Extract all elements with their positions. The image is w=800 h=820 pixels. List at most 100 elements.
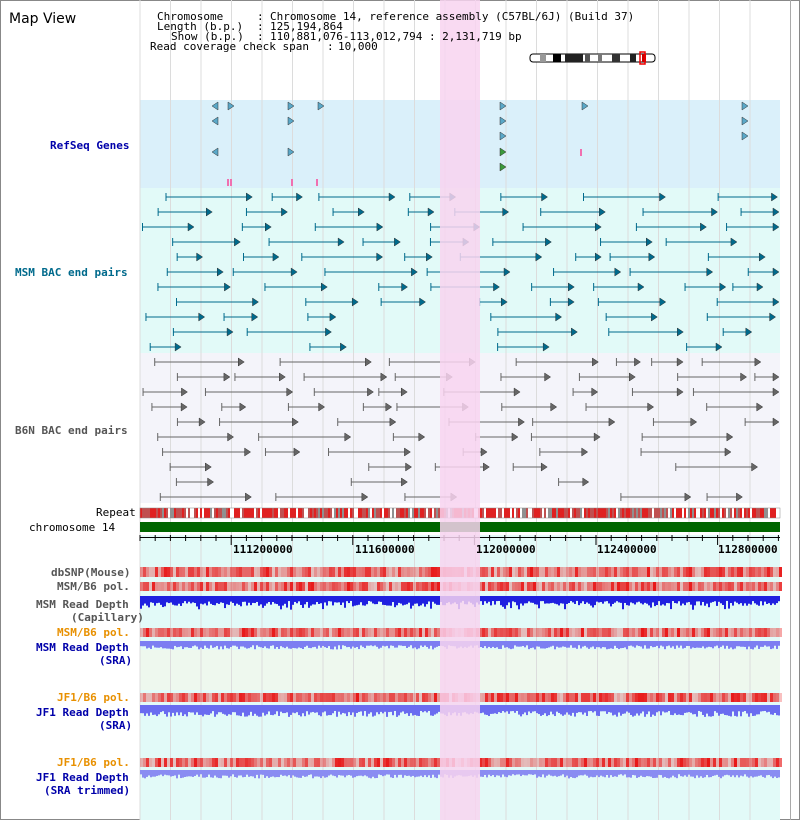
msm-capillary-depth-bar <box>666 596 668 604</box>
jf1-sra-depth-bar <box>562 705 564 716</box>
jf1-sra-depth-bar <box>186 705 188 717</box>
jf1-sra-depth-bar <box>682 705 684 716</box>
jf1-trimmed-depth-bar <box>762 770 764 777</box>
jf1-b6-pol-2-heat-cell <box>170 758 173 767</box>
repeat-block <box>210 508 212 518</box>
jf1-sra-depth-bar <box>348 705 350 713</box>
msm-bac-arrow <box>648 252 656 262</box>
track-label-chromosome[interactable]: chromosome 14 <box>29 521 116 534</box>
track-label-msm-depth-cap[interactable]: MSM Read Depth <box>36 598 129 611</box>
msm-sra-depth-bar <box>484 641 486 647</box>
msm-b6-pol-heat-cell <box>776 582 779 591</box>
msm-b6-pol-2-heat-cell <box>695 628 698 637</box>
jf1-sra-depth-bar <box>686 705 688 713</box>
track-label-msm-depth-sra[interactable]: MSM Read Depth <box>36 641 129 654</box>
track-label-refseq[interactable]: RefSeq Genes <box>50 139 130 152</box>
msm-capillary-depth-bar <box>482 596 484 605</box>
msm-capillary-depth-bar <box>694 596 696 606</box>
jf1-trimmed-depth-bar <box>312 770 314 779</box>
msm-sra-depth-bar <box>618 641 620 650</box>
jf1-b6-pol-2-heat-cell <box>329 758 332 767</box>
msm-b6-pol-2-heat-cell <box>284 628 287 637</box>
repeat-block <box>482 508 484 518</box>
track-label-jf1-depth-trim[interactable]: JF1 Read Depth <box>36 771 129 784</box>
jf1-sra-depth-bar <box>762 705 764 712</box>
repeat-block <box>270 508 272 518</box>
repeat-block <box>650 508 652 518</box>
msm-sra-depth-bar <box>634 641 636 648</box>
jf1-sra-depth-bar <box>422 705 424 713</box>
jf1-b6-pol-2-heat-cell <box>314 758 317 767</box>
msm-b6-pol-heat-cell <box>641 582 644 591</box>
msm-sra-depth-bar <box>524 641 526 648</box>
dbsnp-heat-cell <box>296 567 299 577</box>
repeat-block <box>516 508 518 518</box>
jf1-trimmed-depth-bar <box>190 770 192 777</box>
track-label-jf1-b6-pol-1[interactable]: JF1/B6 pol. <box>57 691 130 704</box>
msm-sra-depth-bar <box>576 641 578 649</box>
dbsnp-heat-cell <box>764 567 767 577</box>
msm-capillary-depth-bar <box>644 596 646 603</box>
dbsnp-heat-cell <box>416 567 419 577</box>
msm-sra-depth-bar <box>314 641 316 647</box>
dbsnp-heat-cell <box>311 567 314 577</box>
dbsnp-heat-cell <box>710 567 713 577</box>
jf1-b6-pol-2-heat-cell <box>248 758 251 767</box>
track-label-msm-b6-pol-1[interactable]: MSM/B6 pol. <box>57 580 130 593</box>
jf1-b6-pol-heat-cell <box>716 693 719 702</box>
msm-b6-pol-2-heat-cell <box>665 628 668 637</box>
b6n-bac-arrow <box>511 432 519 442</box>
msm-bac-arrow <box>594 222 602 232</box>
jf1-b6-pol-heat-cell <box>341 693 344 702</box>
jf1-sra-depth-bar <box>600 705 602 712</box>
track-label-dbsnp[interactable]: dbSNP(Mouse) <box>51 566 131 579</box>
dbsnp-heat-cell <box>194 567 197 577</box>
dbsnp-heat-cell <box>329 567 332 577</box>
track-label-msm-b6-pol-2[interactable]: MSM/B6 pol. <box>57 626 130 639</box>
msm-sra-depth-bar <box>288 641 290 649</box>
repeat-block <box>660 508 662 518</box>
msm-b6-pol-2-heat-cell <box>224 628 227 637</box>
jf1-trimmed-depth-bar <box>380 770 382 776</box>
track-label-jf1-depth-sra[interactable]: JF1 Read Depth <box>36 706 129 719</box>
msm-b6-pol-heat-cell <box>605 582 608 591</box>
jf1-trimmed-depth-bar <box>502 770 504 775</box>
b6n-bac-arrow <box>690 417 698 427</box>
jf1-b6-pol-2-heat-cell <box>434 758 437 767</box>
msm-capillary-depth-bar <box>556 596 558 605</box>
track-label-msm-bac[interactable]: MSM BAC end pairs <box>15 266 128 279</box>
repeat-block <box>528 508 530 518</box>
msm-capillary-depth-bar <box>342 596 344 603</box>
msm-b6-pol-heat-cell <box>146 582 149 591</box>
jf1-trimmed-depth-bar <box>758 770 760 776</box>
track-label-b6n-bac[interactable]: B6N BAC end pairs <box>15 424 128 437</box>
msm-sra-depth-bar <box>230 641 232 647</box>
msm-capillary-depth-bar <box>772 596 774 604</box>
jf1-trimmed-depth-bar <box>718 770 720 777</box>
jf1-sra-depth-bar <box>708 705 710 717</box>
jf1-sra-depth-bar <box>674 705 676 714</box>
msm-b6-pol-heat-cell <box>179 582 182 591</box>
jf1-b6-pol-2-heat-cell <box>659 758 662 767</box>
jf1-sra-depth-bar <box>178 705 180 716</box>
jf1-b6-pol-2-heat-cell <box>695 758 698 767</box>
jf1-b6-pol-heat-cell <box>272 693 275 702</box>
jf1-b6-pol-2-heat-cell <box>560 758 563 767</box>
track-label-jf1-b6-pol-2[interactable]: JF1/B6 pol. <box>57 756 130 769</box>
msm-b6-pol-2-heat-cell <box>275 628 278 637</box>
msm-capillary-depth-bar <box>582 596 584 602</box>
jf1-trimmed-depth-bar <box>270 770 272 777</box>
msm-capillary-depth-bar <box>590 596 592 606</box>
dbsnp-heat-cell <box>608 567 611 577</box>
b6n-bac-arrow <box>756 402 764 412</box>
track-label-repeat[interactable]: Repeat <box>96 506 136 519</box>
msm-capillary-depth-bar <box>506 596 508 606</box>
jf1-sra-depth-bar <box>628 705 630 713</box>
jf1-b6-pol-heat-cell <box>725 693 728 702</box>
jf1-b6-pol-2-heat-cell <box>347 758 350 767</box>
repeat-block <box>620 508 622 518</box>
jf1-sra-depth-bar <box>664 705 666 713</box>
jf1-trimmed-depth-bar <box>370 770 372 779</box>
jf1-b6-pol-2-heat-cell <box>332 758 335 767</box>
